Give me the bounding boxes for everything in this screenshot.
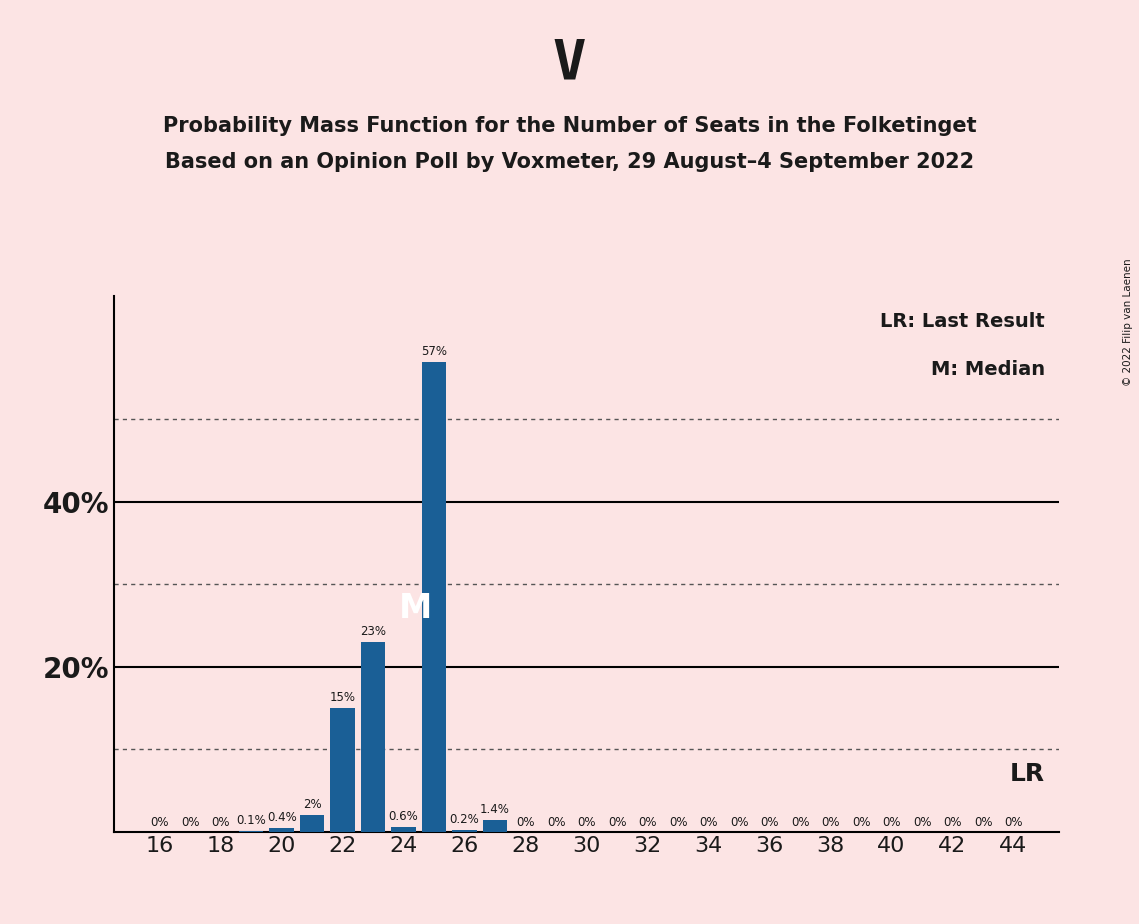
Text: 0%: 0%	[669, 816, 687, 829]
Text: Based on an Opinion Poll by Voxmeter, 29 August–4 September 2022: Based on an Opinion Poll by Voxmeter, 29…	[165, 152, 974, 173]
Text: 0%: 0%	[516, 816, 535, 829]
Text: 2%: 2%	[303, 798, 321, 811]
Text: © 2022 Filip van Laenen: © 2022 Filip van Laenen	[1123, 259, 1133, 386]
Text: 0%: 0%	[790, 816, 810, 829]
Text: LR: Last Result: LR: Last Result	[880, 311, 1046, 331]
Text: 0%: 0%	[912, 816, 932, 829]
Bar	[421, 361, 446, 832]
Bar	[270, 828, 294, 832]
Text: 0%: 0%	[761, 816, 779, 829]
Text: 0.4%: 0.4%	[267, 811, 296, 824]
Bar	[300, 815, 325, 832]
Text: 0%: 0%	[943, 816, 961, 829]
Bar	[392, 827, 416, 832]
Text: 0%: 0%	[699, 816, 718, 829]
Text: 1.4%: 1.4%	[481, 803, 510, 816]
Text: M: M	[399, 592, 433, 626]
Text: 0%: 0%	[577, 816, 596, 829]
Text: 0%: 0%	[821, 816, 839, 829]
Text: LR: LR	[1010, 762, 1046, 786]
Text: 23%: 23%	[360, 625, 386, 638]
Text: 57%: 57%	[421, 345, 448, 358]
Text: 0%: 0%	[1005, 816, 1023, 829]
Text: 0%: 0%	[608, 816, 626, 829]
Text: 0%: 0%	[638, 816, 657, 829]
Text: 15%: 15%	[329, 691, 355, 704]
Text: M: Median: M: Median	[931, 360, 1046, 379]
Text: 0%: 0%	[883, 816, 901, 829]
Text: 0%: 0%	[547, 816, 565, 829]
Text: 0%: 0%	[212, 816, 230, 829]
Text: 0.6%: 0.6%	[388, 809, 418, 822]
Text: 0%: 0%	[181, 816, 199, 829]
Text: 0.1%: 0.1%	[236, 814, 267, 827]
Text: 0%: 0%	[852, 816, 870, 829]
Text: 0%: 0%	[730, 816, 748, 829]
Bar	[361, 642, 385, 832]
Bar	[452, 830, 477, 832]
Bar	[330, 708, 355, 832]
Text: V: V	[552, 37, 587, 90]
Bar	[483, 821, 507, 832]
Text: 0%: 0%	[974, 816, 992, 829]
Text: 0%: 0%	[150, 816, 169, 829]
Text: Probability Mass Function for the Number of Seats in the Folketinget: Probability Mass Function for the Number…	[163, 116, 976, 136]
Text: 0.2%: 0.2%	[450, 813, 480, 826]
